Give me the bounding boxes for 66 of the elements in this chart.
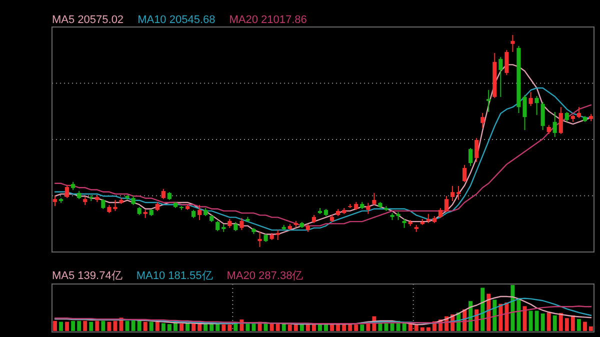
bar [589,326,593,331]
bar [510,285,515,331]
bar [276,324,280,331]
bar [101,320,106,331]
bar [53,320,57,331]
bar [420,327,424,331]
bar [65,322,70,331]
bar [300,324,304,331]
bar [354,324,358,331]
bar [294,324,298,331]
bar [312,324,316,331]
bar [179,324,184,331]
bar [71,320,76,331]
bar [143,322,148,331]
bar [360,324,364,331]
bar [576,319,581,331]
bar [342,324,346,331]
bar [528,310,533,331]
bar [83,320,88,331]
bar [384,323,388,331]
bar [348,324,352,331]
bar [131,320,136,331]
bar [330,324,334,331]
bar [107,322,112,331]
bar [59,322,64,331]
bar [564,318,569,331]
bar [149,322,154,331]
bar [228,324,232,331]
bar [540,314,545,331]
bar [198,324,202,331]
legend: MA5 20575.02 MA10 20545.68 MA20 21017.86 [52,14,307,26]
bar [113,320,118,331]
bar [288,324,292,331]
bar [137,320,142,331]
bar [161,323,166,331]
bar [414,324,418,331]
bar [408,324,412,331]
bar [192,324,196,331]
bar [246,324,250,331]
bar [534,310,539,331]
bar [167,324,172,331]
bar [306,324,310,331]
bar [504,302,509,331]
bar [125,320,130,331]
bar [570,315,575,331]
bar [282,324,286,331]
bar [492,300,497,331]
bar [552,315,557,331]
bar [546,312,551,331]
bar [204,324,208,331]
bar [222,324,226,331]
bar [216,324,220,331]
bar [210,324,214,331]
bar [558,313,563,331]
bar [516,298,521,331]
legend: MA5 139.74亿 MA10 181.55亿 MA20 287.38亿 [52,270,304,282]
bar [498,304,503,331]
bar [95,320,100,331]
bar [336,324,340,331]
bar [318,324,322,331]
bar [582,322,587,331]
bar [77,320,82,331]
bar [324,324,328,331]
bar [426,327,430,331]
bar [89,322,94,331]
bar [155,322,160,331]
